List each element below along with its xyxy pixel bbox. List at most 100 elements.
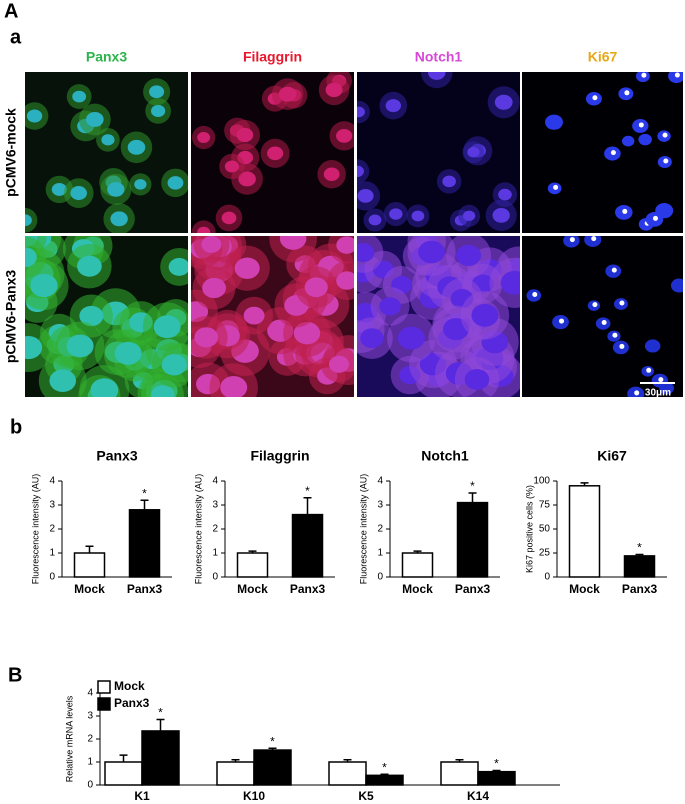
nucleus — [357, 165, 364, 177]
nucleus — [492, 208, 510, 223]
error-bar — [468, 492, 477, 503]
bar — [456, 501, 489, 578]
y-tick-label: 2 — [212, 524, 218, 535]
y-tick-label: 0 — [87, 780, 93, 791]
nucleus — [51, 182, 67, 196]
significance-mark: * — [158, 706, 163, 720]
nucleus — [202, 277, 226, 299]
error-bar — [492, 769, 501, 772]
micrograph — [191, 236, 354, 397]
ki67-spot — [559, 318, 565, 324]
micrograph-content — [522, 236, 683, 397]
ki67-spot — [619, 300, 625, 306]
y-tick-label: 2 — [87, 734, 93, 745]
ki67-spot — [624, 90, 630, 96]
y-tick-label: 25 — [539, 548, 551, 559]
error-bar — [268, 747, 277, 751]
y-tick-label: 3 — [87, 711, 93, 722]
micrograph — [357, 72, 520, 233]
error-bar — [413, 550, 422, 553]
nucleus — [110, 211, 128, 227]
x-tick-label: Mock — [237, 582, 268, 596]
image-background — [522, 72, 683, 233]
bar — [291, 513, 324, 578]
error-bar — [635, 553, 644, 556]
nucleus — [357, 188, 374, 203]
legend-swatch — [97, 680, 111, 694]
nucleus — [293, 321, 321, 345]
micrograph-content — [357, 72, 520, 233]
nucleus — [336, 128, 353, 143]
panel-label: b — [10, 416, 22, 438]
ki67-spot — [592, 302, 598, 308]
nucleus — [151, 104, 166, 118]
ki67-spot — [641, 72, 647, 78]
scale-bar-label: 30μm — [645, 388, 671, 399]
micrograph — [357, 236, 520, 397]
micrograph — [25, 72, 188, 233]
nucleus — [77, 255, 102, 277]
micrograph — [191, 72, 354, 233]
bar — [253, 749, 292, 786]
ki67-spot — [658, 377, 664, 383]
y-tick-label: 3 — [212, 500, 218, 511]
nucleus — [442, 175, 456, 188]
panel-label: A — [4, 0, 18, 22]
ki67-spot — [662, 132, 668, 138]
nucleus — [494, 94, 513, 110]
nucleus — [638, 133, 652, 146]
bar — [216, 761, 255, 786]
y-tick-label: 75 — [539, 500, 551, 511]
y-tick-label: 2 — [377, 524, 383, 535]
bar — [128, 509, 161, 578]
ki67-spot — [638, 122, 644, 128]
error-bar — [140, 499, 149, 510]
nucleus — [220, 376, 248, 397]
error-bar — [455, 758, 464, 762]
y-tick-label: 100 — [533, 476, 550, 487]
nucleus — [389, 208, 403, 220]
ki67-spot — [652, 215, 658, 221]
nucleus — [304, 277, 328, 298]
y-tick-label: 3 — [377, 500, 383, 511]
nucleus — [368, 214, 382, 226]
panel-label: B — [8, 664, 22, 686]
nucleus — [134, 179, 147, 190]
nucleus — [101, 134, 115, 146]
nucleus — [236, 127, 254, 143]
nucleus — [30, 273, 58, 298]
y-tick-label: 2 — [49, 524, 55, 535]
error-bar — [248, 550, 257, 553]
nucleus — [25, 336, 43, 360]
y-tick-label: 1 — [87, 757, 93, 768]
nucleus — [463, 210, 476, 221]
nucleus — [243, 306, 265, 325]
x-tick-label: Mock — [74, 582, 105, 596]
bar — [568, 485, 601, 578]
image-background — [522, 236, 683, 397]
column-header: Ki67 — [588, 49, 618, 65]
bar — [236, 552, 269, 578]
legend-label: Mock — [114, 679, 145, 693]
ki67-spot — [612, 332, 618, 338]
significance-mark: * — [494, 757, 499, 771]
y-tick-label: 0 — [212, 572, 218, 583]
y-tick-label: 1 — [49, 548, 55, 559]
x-tick-label: K5 — [358, 789, 374, 803]
row-label: pCMV6-Panx3 — [3, 270, 19, 364]
nucleus — [224, 160, 239, 173]
bar — [328, 761, 367, 786]
ki67-spot — [532, 291, 538, 297]
ki67-spot — [553, 184, 559, 190]
legend-swatch — [97, 697, 111, 711]
x-tick-label: Panx3 — [127, 582, 163, 596]
nucleus — [267, 146, 284, 161]
bar — [477, 770, 516, 786]
significance-mark: * — [142, 486, 147, 500]
micrograph-content — [191, 72, 354, 233]
nucleus — [72, 90, 87, 103]
nucleus — [379, 297, 401, 316]
micrograph-content — [357, 236, 520, 397]
nucleus — [428, 72, 446, 80]
nucleus — [79, 305, 104, 327]
